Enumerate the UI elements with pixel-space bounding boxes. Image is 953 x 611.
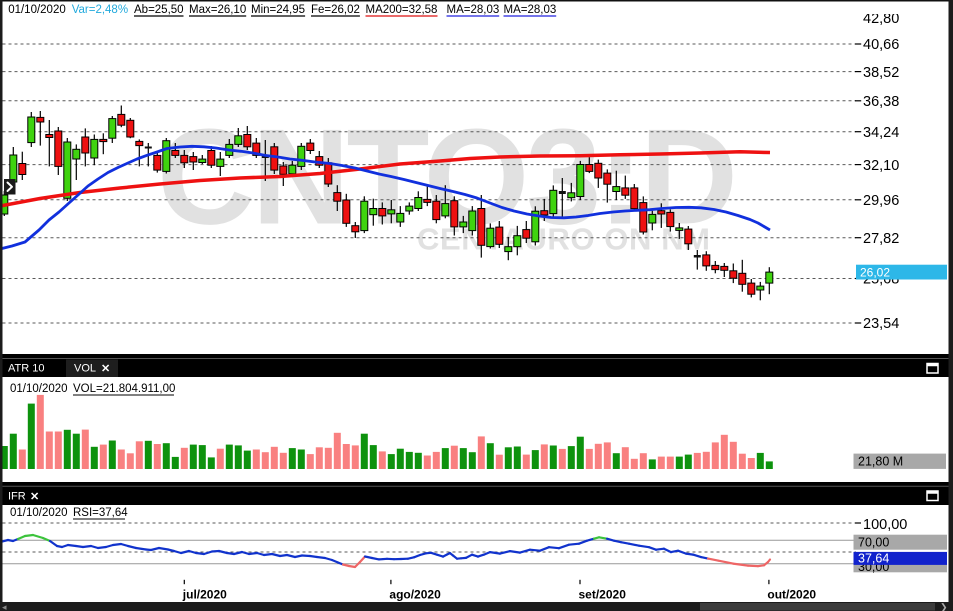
svg-text:VOL: VOL bbox=[74, 363, 96, 375]
svg-text:26,02: 26,02 bbox=[860, 266, 890, 280]
svg-text:38,52: 38,52 bbox=[863, 65, 899, 81]
svg-text:Fe=26,02: Fe=26,02 bbox=[311, 4, 360, 16]
svg-text:ago/2020: ago/2020 bbox=[389, 588, 441, 602]
svg-text:Min=24,95: Min=24,95 bbox=[251, 4, 305, 16]
svg-text:VOL=21.804.911,00: VOL=21.804.911,00 bbox=[73, 383, 175, 395]
svg-text:RSI=37,64: RSI=37,64 bbox=[73, 507, 128, 519]
svg-text:MA200=32,58: MA200=32,58 bbox=[366, 4, 438, 16]
svg-text:36,38: 36,38 bbox=[863, 94, 899, 110]
svg-text:37,64: 37,64 bbox=[858, 551, 889, 565]
svg-text:Var=2,48%: Var=2,48% bbox=[72, 4, 128, 16]
svg-text:100,00: 100,00 bbox=[863, 517, 907, 533]
svg-text:✕: ✕ bbox=[30, 491, 39, 503]
svg-text:01/10/2020: 01/10/2020 bbox=[10, 383, 68, 395]
svg-text:Ab=25,50: Ab=25,50 bbox=[134, 4, 184, 16]
svg-text:set/2020: set/2020 bbox=[579, 588, 627, 602]
svg-text:Max=26,10: Max=26,10 bbox=[189, 4, 246, 16]
svg-text:◂: ◂ bbox=[2, 602, 7, 611]
svg-text:IFR: IFR bbox=[8, 491, 26, 503]
svg-text:34,24: 34,24 bbox=[863, 125, 899, 141]
svg-text:29,96: 29,96 bbox=[863, 193, 899, 209]
svg-text:40,66: 40,66 bbox=[863, 37, 899, 53]
svg-text:jul/2020: jul/2020 bbox=[182, 588, 227, 602]
svg-text:42,80: 42,80 bbox=[863, 11, 899, 27]
svg-text:21,80 M: 21,80 M bbox=[858, 455, 903, 469]
svg-text:23,54: 23,54 bbox=[863, 316, 899, 332]
svg-text:MA=28,03: MA=28,03 bbox=[447, 4, 500, 16]
svg-text:32,10: 32,10 bbox=[863, 158, 899, 174]
svg-text:ATR 10: ATR 10 bbox=[8, 363, 44, 375]
svg-text:out/2020: out/2020 bbox=[767, 588, 816, 602]
svg-text:✕: ✕ bbox=[101, 363, 110, 375]
svg-text:01/10/2020: 01/10/2020 bbox=[10, 507, 68, 519]
svg-text:❯: ❯ bbox=[940, 602, 948, 611]
svg-text:27,82: 27,82 bbox=[863, 231, 899, 247]
svg-text:70,00: 70,00 bbox=[858, 536, 889, 550]
svg-text:MA=28,03: MA=28,03 bbox=[504, 4, 557, 16]
svg-text:01/10/2020: 01/10/2020 bbox=[8, 4, 66, 16]
